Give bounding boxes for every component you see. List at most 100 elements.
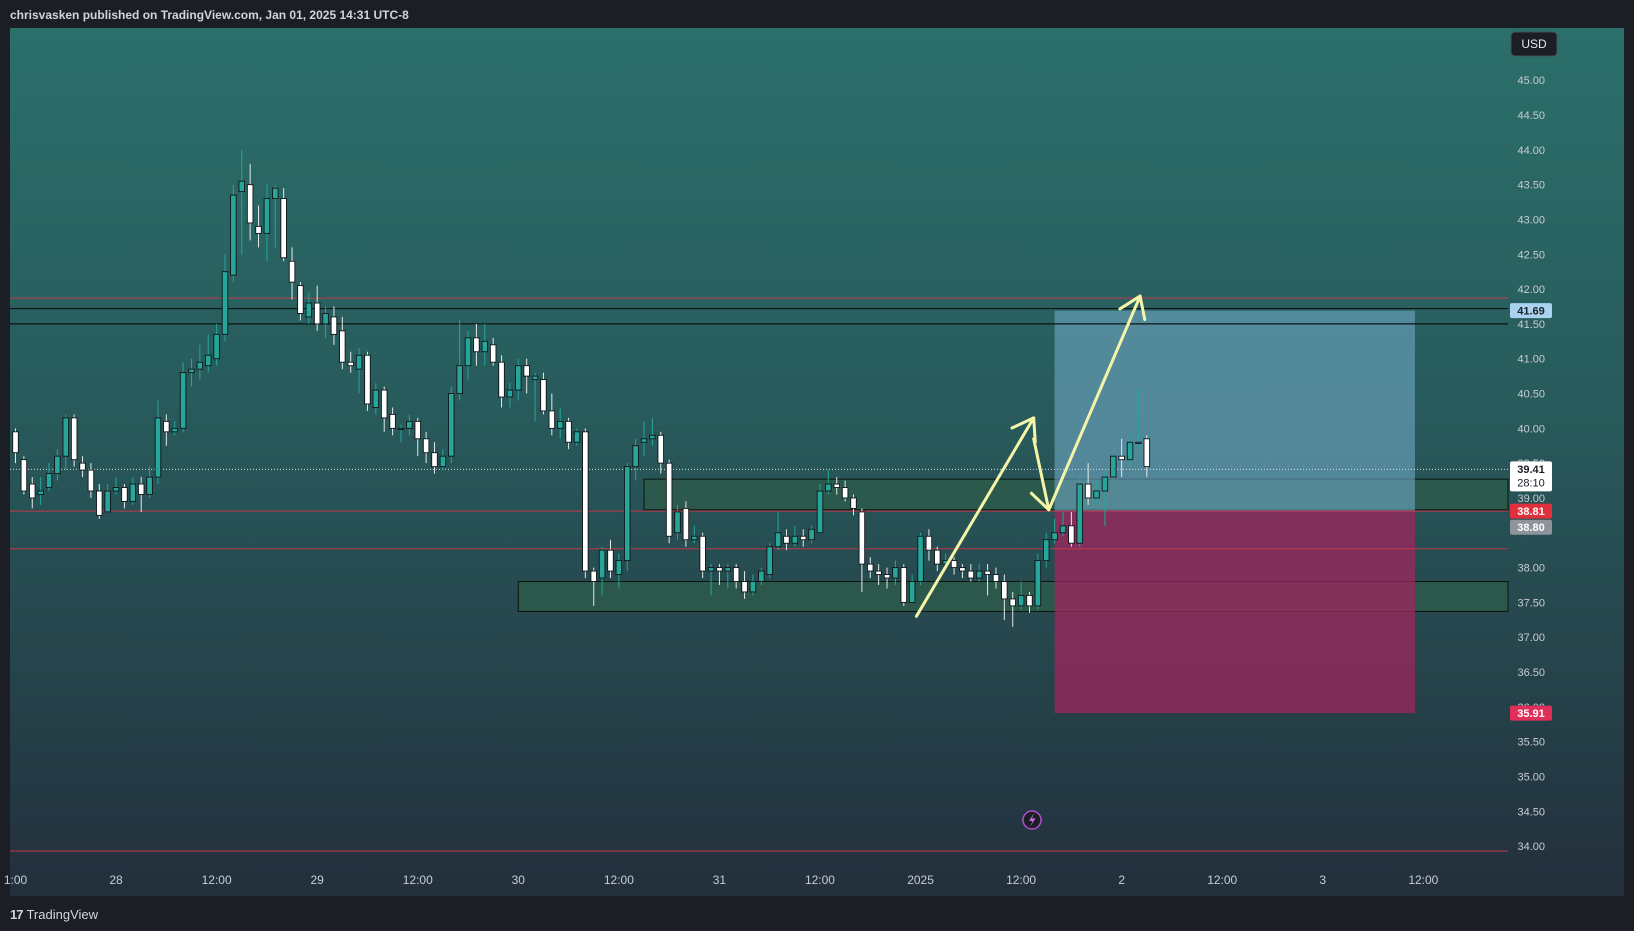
candle[interactable] — [439, 449, 447, 471]
candle[interactable] — [355, 348, 363, 394]
candle[interactable] — [975, 564, 983, 582]
candle[interactable] — [406, 414, 413, 436]
candle[interactable] — [607, 539, 614, 579]
candle[interactable] — [1034, 553, 1042, 610]
candle[interactable] — [372, 383, 380, 415]
candle[interactable] — [556, 407, 564, 439]
candle[interactable] — [506, 383, 514, 408]
candle[interactable] — [640, 421, 648, 457]
candle[interactable] — [741, 571, 748, 599]
candle[interactable] — [900, 564, 908, 606]
candle[interactable] — [523, 358, 530, 394]
candle[interactable] — [238, 149, 246, 255]
candle[interactable] — [364, 351, 371, 411]
candle[interactable] — [196, 344, 204, 380]
candle[interactable] — [330, 306, 338, 345]
candle[interactable] — [297, 282, 304, 321]
candle[interactable] — [1118, 438, 1125, 478]
tradingview-brand[interactable]: 17 TradingView — [10, 907, 98, 922]
candle[interactable] — [808, 525, 815, 544]
candle[interactable] — [934, 546, 941, 572]
candle[interactable] — [925, 529, 933, 561]
candle[interactable] — [45, 463, 53, 491]
candle[interactable] — [841, 480, 849, 502]
candle[interactable] — [498, 355, 505, 408]
candle[interactable] — [204, 334, 212, 373]
candle[interactable] — [54, 449, 61, 481]
candle[interactable] — [1135, 390, 1142, 450]
candle[interactable] — [464, 330, 472, 380]
candle[interactable] — [1009, 591, 1016, 627]
candle[interactable] — [917, 532, 924, 585]
candle[interactable] — [389, 407, 396, 436]
candle[interactable] — [598, 546, 606, 596]
candle[interactable] — [959, 564, 966, 579]
candle[interactable] — [984, 564, 991, 596]
candle[interactable] — [908, 574, 916, 603]
flash-icon[interactable] — [1022, 810, 1042, 830]
candle[interactable] — [590, 567, 597, 606]
candle[interactable] — [691, 525, 698, 544]
candle[interactable] — [1051, 518, 1058, 544]
candle[interactable] — [339, 316, 346, 370]
candle[interactable] — [833, 477, 840, 495]
candle[interactable] — [1042, 532, 1050, 568]
candle[interactable] — [188, 358, 195, 387]
candle[interactable] — [1001, 574, 1008, 620]
candle[interactable] — [515, 358, 522, 401]
candle[interactable] — [397, 424, 405, 443]
candle[interactable] — [313, 285, 321, 331]
candle[interactable] — [20, 456, 28, 495]
candle[interactable] — [707, 564, 715, 596]
candle[interactable] — [456, 320, 463, 401]
candle[interactable] — [263, 184, 271, 262]
candle[interactable] — [1126, 431, 1134, 467]
candle[interactable] — [1059, 511, 1067, 537]
candle[interactable] — [1076, 477, 1084, 547]
candle[interactable] — [489, 337, 497, 366]
candle[interactable] — [179, 362, 187, 432]
candle[interactable] — [732, 564, 740, 589]
candle[interactable] — [758, 567, 765, 585]
candle[interactable] — [163, 414, 170, 446]
candle[interactable] — [1084, 463, 1092, 505]
candle[interactable] — [380, 386, 388, 432]
candle[interactable] — [305, 292, 313, 324]
candle[interactable] — [825, 470, 832, 495]
candle[interactable] — [548, 393, 556, 436]
candle[interactable] — [1143, 435, 1151, 478]
candle[interactable] — [37, 477, 44, 505]
candle[interactable] — [883, 567, 891, 589]
candle[interactable] — [121, 484, 128, 509]
candle[interactable] — [246, 163, 254, 241]
candle[interactable] — [1110, 445, 1117, 481]
candle[interactable] — [875, 564, 882, 585]
candle[interactable] — [221, 254, 229, 342]
candle[interactable] — [448, 386, 455, 464]
candle[interactable] — [96, 484, 103, 519]
candle[interactable] — [540, 372, 547, 415]
candle[interactable] — [699, 532, 706, 579]
candle[interactable] — [280, 188, 287, 262]
candle[interactable] — [682, 501, 690, 547]
candle[interactable] — [481, 323, 489, 366]
candle[interactable] — [70, 414, 78, 467]
candle[interactable] — [1068, 511, 1075, 547]
currency-button[interactable]: USD — [1510, 31, 1558, 57]
candle[interactable] — [62, 414, 70, 471]
candle[interactable] — [623, 463, 631, 572]
candle[interactable] — [615, 553, 623, 589]
candle[interactable] — [137, 477, 145, 512]
candle[interactable] — [104, 484, 111, 513]
candle[interactable] — [12, 428, 19, 464]
candle[interactable] — [112, 477, 120, 495]
candle[interactable] — [992, 567, 1000, 589]
candle[interactable] — [531, 372, 539, 422]
candle[interactable] — [272, 184, 279, 248]
candle[interactable] — [850, 494, 857, 516]
candle[interactable] — [892, 560, 899, 585]
candle[interactable] — [716, 564, 723, 585]
candle[interactable] — [657, 431, 665, 474]
candle[interactable] — [230, 184, 237, 283]
candle[interactable] — [791, 525, 799, 547]
